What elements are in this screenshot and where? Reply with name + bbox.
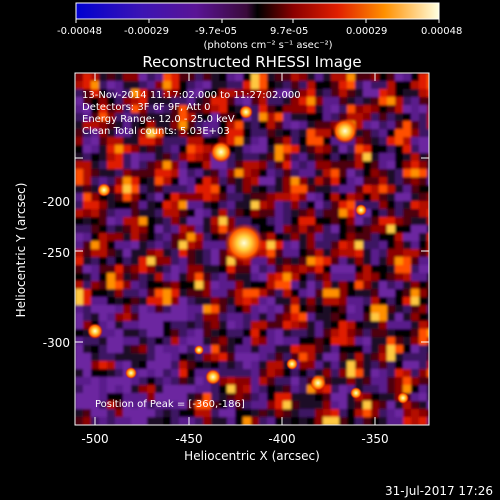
- x-axis-label: Heliocentric X (arcsec): [184, 449, 320, 463]
- colorbar-tick-label: 0.00048: [421, 26, 462, 37]
- x-tick-label: -400: [268, 432, 295, 446]
- colorbar-tick-label: -9.7e-05: [195, 26, 237, 37]
- y-tick-label: -300: [43, 336, 70, 350]
- time-range-text: 13-Nov-2014 11:17:02.000 to 11:27:02.000: [82, 90, 301, 101]
- rhessi-image: [75, 73, 429, 425]
- total-counts-text: Clean Total counts: 5.03E+03: [82, 126, 230, 137]
- plot-title: Reconstructed RHESSI Image: [142, 53, 361, 71]
- colorbar: [75, 2, 440, 20]
- y-axis-ticks: [75, 157, 429, 343]
- energy-range-text: Energy Range: 12.0 - 25.0 keV: [82, 114, 235, 125]
- y-axis-label: Heliocentric Y (arcsec): [14, 183, 28, 318]
- colorbar-tick-label: 9.7e-05: [270, 26, 308, 37]
- plot-frame: [74, 72, 430, 426]
- y-tick-label: -200: [43, 195, 70, 209]
- x-tick-label: -350: [361, 432, 388, 446]
- colorbar-tick-label: -0.00029: [124, 26, 169, 37]
- colorbar-units: (photons cm⁻² s⁻¹ asec⁻²): [203, 40, 332, 51]
- colorbar-tick-label: -0.00048: [57, 26, 102, 37]
- colorbar-tick-marks: [75, 19, 440, 23]
- footer-timestamp: 31-Jul-2017 17:26: [385, 484, 493, 498]
- colorbar-tick-label: 0.00029: [346, 26, 387, 37]
- x-tick-label: -500: [81, 432, 108, 446]
- x-axis-ticks: [94, 73, 376, 425]
- detectors-text: Detectors: 3F 6F 9F, Att 0: [82, 102, 210, 113]
- peak-position-text: Position of Peak = [-360,-186]: [95, 399, 245, 410]
- x-tick-label: -450: [175, 432, 202, 446]
- y-tick-label: -250: [43, 246, 70, 260]
